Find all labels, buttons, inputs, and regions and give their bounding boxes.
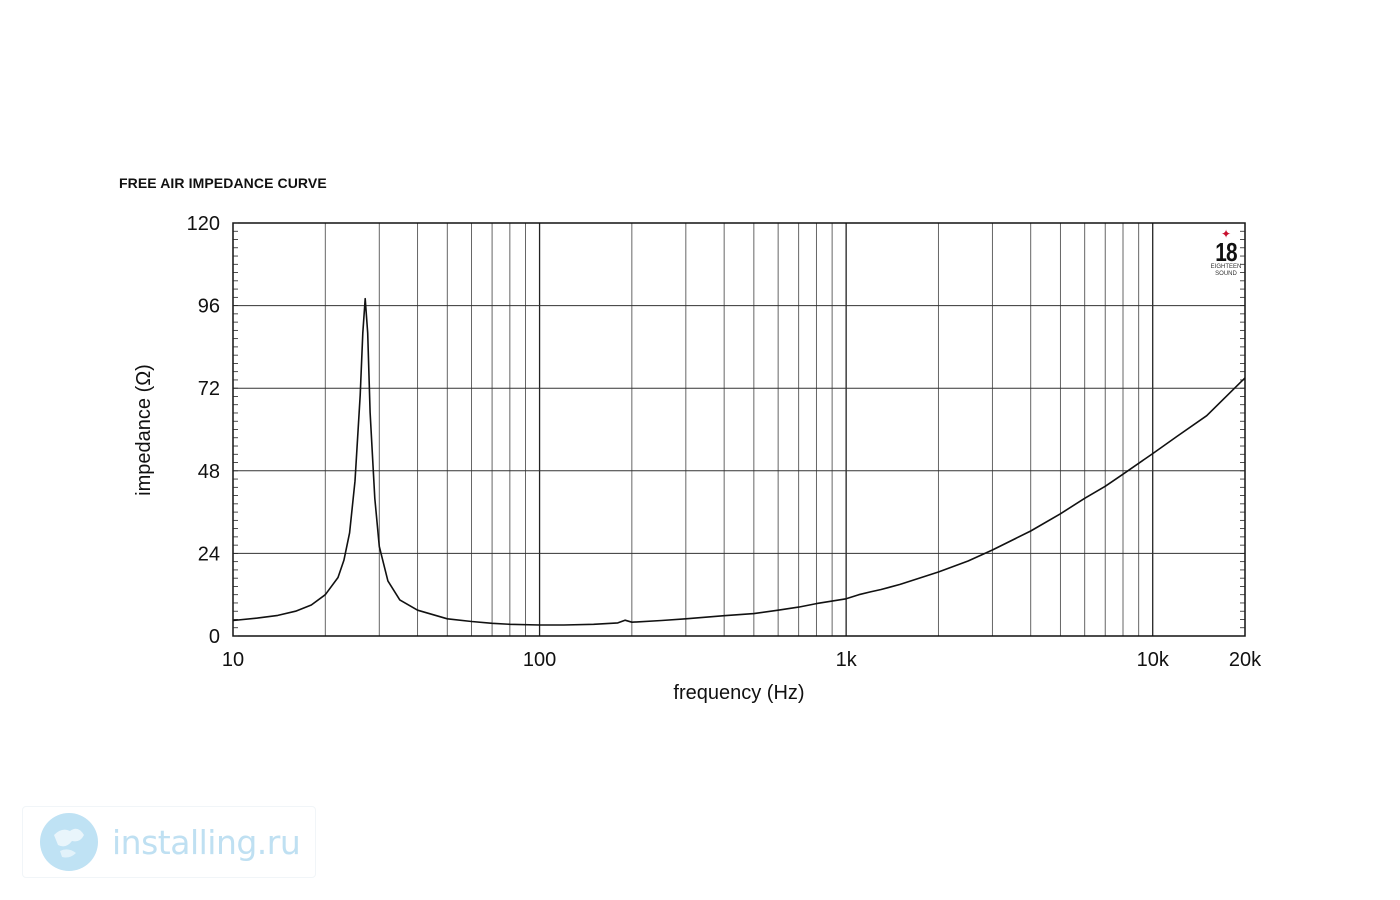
- star-icon: ✦: [1220, 227, 1232, 241]
- x-axis-label: frequency (Hz): [673, 682, 804, 704]
- brand-number: 18: [1215, 237, 1237, 267]
- grid-lines: [233, 223, 1245, 636]
- y-tick-label-4: 96: [198, 296, 220, 318]
- x-tick-label-0: 10: [222, 649, 244, 671]
- x-tick-labels: 10 100 1k 10k 20k: [222, 649, 1262, 671]
- watermark-text: installing.ru: [112, 822, 301, 862]
- y-tick-label-5: 120: [187, 213, 220, 235]
- y-tick-label-1: 24: [198, 543, 220, 565]
- y-tick-label-3: 72: [198, 378, 220, 400]
- y-tick-label-0: 0: [209, 626, 220, 648]
- brand-line-1: EIGHTEEN: [1210, 264, 1242, 270]
- brand-line-2: SOUND: [1215, 271, 1237, 277]
- globe-icon-shape: [42, 815, 96, 869]
- impedance-series-line: [232, 297, 1246, 626]
- chart-title: FREE AIR IMPEDANCE CURVE: [119, 175, 327, 191]
- globe-icon: [40, 813, 98, 871]
- watermark: installing.ru: [22, 806, 316, 878]
- x-tick-label-4: 20k: [1229, 649, 1262, 671]
- plot-frame: [232, 222, 1246, 637]
- x-tick-label-3: 10k: [1137, 649, 1170, 671]
- y-tick-label-2: 48: [198, 461, 220, 483]
- frame-minor-ticks: [233, 222, 1245, 637]
- y-tick-labels: 0 24 48 72 96 120: [187, 213, 220, 648]
- eighteen-sound-logo: ✦ 18 EIGHTEEN SOUND: [1208, 228, 1244, 288]
- y-axis-label: impedance (Ω): [133, 364, 155, 496]
- x-tick-label-2: 1k: [836, 649, 858, 671]
- x-tick-label-1: 100: [523, 649, 556, 671]
